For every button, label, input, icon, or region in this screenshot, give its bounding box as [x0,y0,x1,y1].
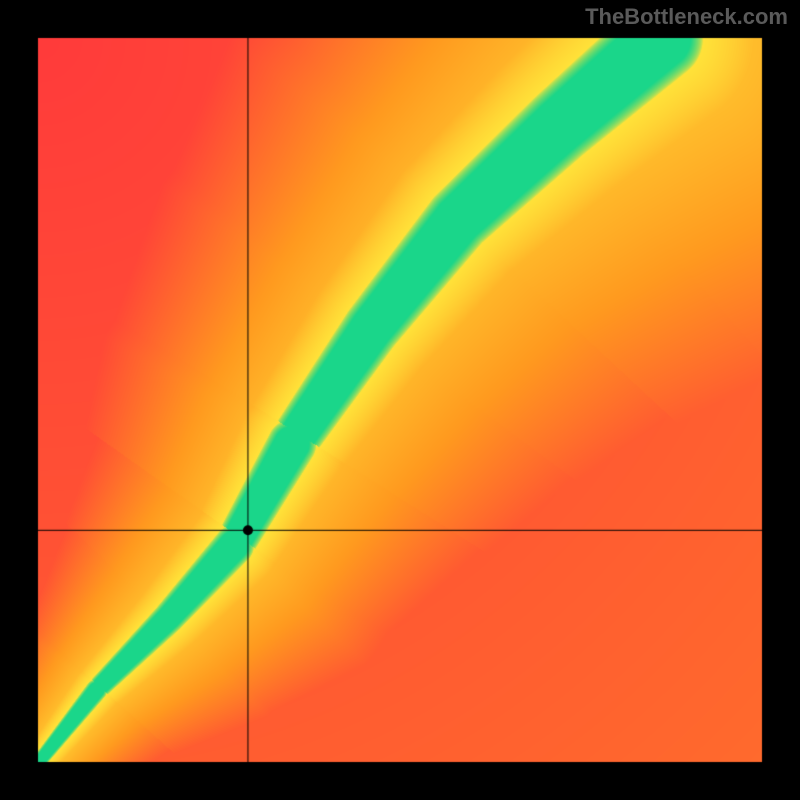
watermark-text: TheBottleneck.com [585,4,788,30]
chart-container: TheBottleneck.com [0,0,800,800]
bottleneck-heatmap [0,0,800,800]
